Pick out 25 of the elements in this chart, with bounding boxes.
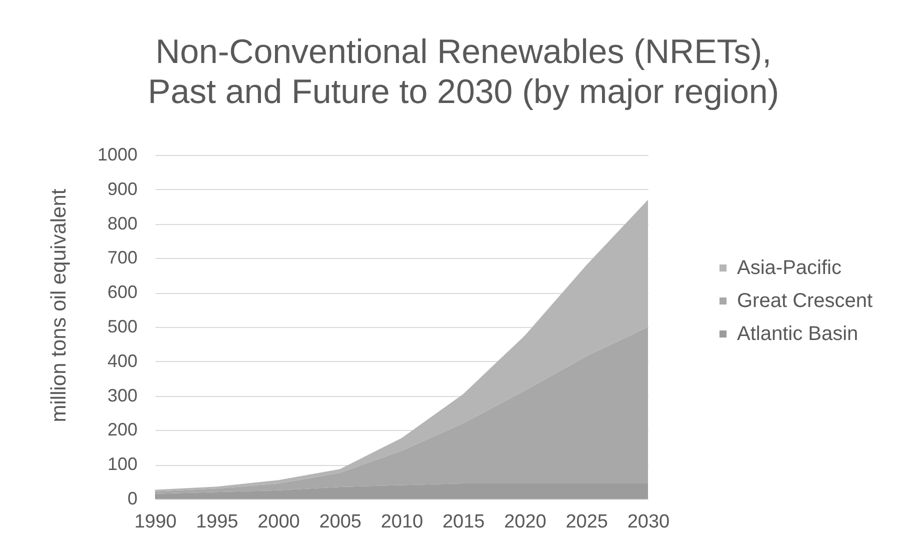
y-tick-label: 0 [127, 488, 138, 508]
x-tick-label: 1990 [134, 512, 177, 532]
legend-label: Great Crescent [737, 290, 874, 312]
y-tick-label: 900 [107, 178, 138, 199]
x-tick-label: 2000 [258, 512, 300, 532]
x-tick-label: 2015 [442, 512, 485, 532]
x-tick-label: 2005 [319, 512, 362, 532]
legend-label: Atlantic Basin [737, 323, 858, 345]
x-tick-label: 2030 [627, 512, 670, 532]
y-tick-label: 200 [107, 420, 138, 440]
y-tick-label: 300 [107, 385, 138, 406]
x-tick-label: 2025 [566, 512, 608, 532]
y-tick-label: 700 [107, 248, 138, 268]
y-tick-label: 100 [107, 454, 138, 474]
y-tick-label: 800 [107, 213, 138, 234]
y-tick-label: 400 [107, 350, 138, 371]
y-tick-label: 500 [107, 316, 138, 336]
x-tick-label: 2020 [504, 512, 546, 532]
y-tick-label: 1000 [97, 144, 138, 164]
chart-title: Non-Conventional Renewables (NRETs), Past and Future to 2030 (by major region) [148, 33, 780, 111]
x-tick-label: 1995 [196, 512, 238, 532]
y-axis-title: million tons oil equivalent [48, 188, 70, 422]
y-tick-label: 600 [107, 282, 138, 302]
legend-label: Asia-Pacific [737, 257, 842, 279]
x-tick-label: 2010 [380, 512, 424, 532]
